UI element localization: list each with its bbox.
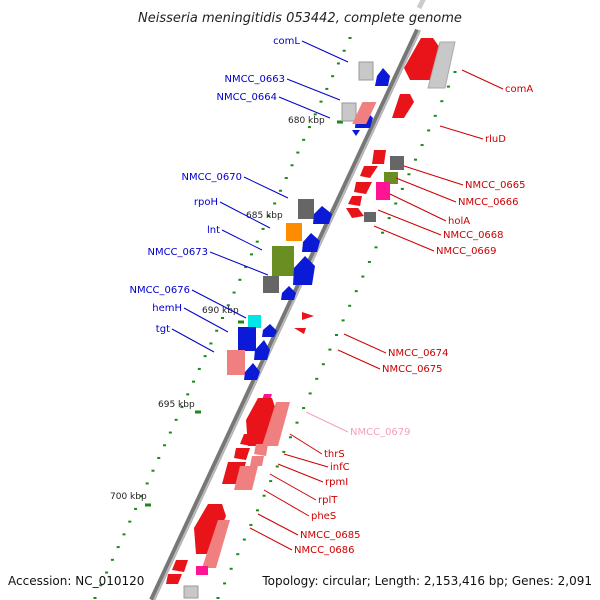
gene-label-rpoH: rpoH xyxy=(194,197,218,208)
gene-arrow-comL xyxy=(375,68,390,86)
topology-text: Topology: circular; Length: 2,153,416 bp… xyxy=(261,574,592,588)
leader-line-NMCC_0670 xyxy=(243,176,289,199)
leader-line-thrS xyxy=(289,433,323,455)
genome-title: Neisseria meningitidis 053442, complete … xyxy=(138,11,462,26)
gene-feature-pheS xyxy=(234,466,258,490)
gene-label-tgt: tgt xyxy=(156,324,170,335)
gene-feature-0679 xyxy=(262,402,290,446)
leader-line-NMCC_0664 xyxy=(278,96,331,119)
gene-feature-0686 xyxy=(202,520,230,568)
gene-label-NMCC_0685: NMCC_0685 xyxy=(300,530,361,541)
gene-feature-hemH xyxy=(248,315,261,328)
gene-label-NMCC_0686: NMCC_0686 xyxy=(294,545,355,556)
leader-line-NMCC_0676 xyxy=(191,289,247,319)
leader-line-rplT xyxy=(269,473,317,501)
kbp-label-685: 685 kbp xyxy=(246,211,283,221)
leader-line-rpmI xyxy=(277,463,324,483)
gene-label-comA: comA xyxy=(505,84,533,95)
leader-line-pheS xyxy=(263,489,310,517)
leader-line-NMCC_0669 xyxy=(373,225,435,252)
gene-label-lnt: lnt xyxy=(207,225,220,236)
gene-feature-0670 xyxy=(298,199,314,219)
gc-dots-outer xyxy=(216,71,457,599)
gene-label-NMCC_0676: NMCC_0676 xyxy=(129,285,190,296)
backbone-ring xyxy=(149,0,426,600)
leader-line-NMCC_0679 xyxy=(305,411,349,433)
gene-label-rplT: rplT xyxy=(318,495,338,506)
gene-label-infC: infC xyxy=(330,462,350,473)
gene-feature-0673 xyxy=(272,246,294,276)
gene-label-rpmI: rpmI xyxy=(325,477,348,488)
gene-label-hemH: hemH xyxy=(152,303,182,314)
gene-arrow-0674 xyxy=(302,312,314,320)
gene-label-NMCC_0668: NMCC_0668 xyxy=(443,230,504,241)
gene-arrow-0673 xyxy=(293,256,315,285)
gene-feature-comA xyxy=(427,41,456,89)
gene-label-NMCC_0666: NMCC_0666 xyxy=(458,197,519,208)
leader-line-comL xyxy=(301,40,349,63)
gene-label-pheS: pheS xyxy=(311,511,336,522)
gene-feature-rpmI xyxy=(250,456,264,466)
gene-label-NMCC_0669: NMCC_0669 xyxy=(436,246,497,257)
gene-arrow-0685 xyxy=(194,504,226,554)
reverse-gene-labels: comA rluD NMCC_0665 NMCC_0666 holA NMCC_0668 N… xyxy=(249,69,533,556)
kbp-label-690: 690 kbp xyxy=(202,306,239,316)
gene-feature-0665 xyxy=(390,156,404,170)
accession-text: Accession: NC_010120 xyxy=(8,574,144,588)
gene-label-holA: holA xyxy=(448,216,470,227)
kbp-label-680: 680 kbp xyxy=(288,116,325,126)
kbp-label-700: 700 kbp xyxy=(110,492,147,502)
forward-gene-labels: comL NMCC_0663 NMCC_0664 NMCC_0670 rpoH lnt NM… xyxy=(129,36,349,353)
leader-line-NMCC_0666 xyxy=(395,177,457,203)
leader-line-NMCC_0663 xyxy=(286,78,341,101)
leader-line-infC xyxy=(283,453,329,468)
gene-feature-rluD xyxy=(352,102,377,124)
leader-line-NMCC_0675 xyxy=(337,349,381,370)
gene-feature-0663 xyxy=(341,102,357,122)
gene-arrow-rpoH xyxy=(313,206,332,224)
gene-label-NMCC_0675: NMCC_0675 xyxy=(382,364,443,375)
leader-line-NMCC_0686 xyxy=(249,527,293,551)
leader-line-rluD xyxy=(439,125,484,140)
forward-gene-features xyxy=(227,61,390,380)
gene-label-rluD: rluD xyxy=(485,134,506,145)
leader-line-NMCC_0668 xyxy=(377,209,442,236)
gene-label-NMCC_0673: NMCC_0673 xyxy=(147,247,208,258)
gene-feature-0669 xyxy=(364,212,376,222)
kbp-label-695: 695 kbp xyxy=(158,400,195,410)
gene-label-comL: comL xyxy=(273,36,300,47)
gc-dots-inner xyxy=(93,37,352,599)
gene-arrow-0675 xyxy=(294,328,306,334)
leader-line-NMCC_0685 xyxy=(257,513,299,536)
leader-line-hemH xyxy=(183,307,229,333)
leader-line-rpoH xyxy=(219,201,271,229)
reverse-gene-features xyxy=(166,38,456,599)
gene-label-NMCC_0663: NMCC_0663 xyxy=(224,74,285,85)
gene-arrow-rluD xyxy=(392,94,414,118)
leader-line-comA xyxy=(461,69,504,90)
gene-feature-lnt xyxy=(286,223,302,241)
leader-line-tgt xyxy=(171,328,215,353)
gene-feature-0666 xyxy=(384,172,398,184)
gene-feature-tgt-2 xyxy=(227,350,245,375)
leader-line-lnt xyxy=(221,229,263,251)
gene-feature-holA xyxy=(376,182,390,200)
gene-label-NMCC_0664: NMCC_0664 xyxy=(216,92,277,103)
gene-feature-tgt xyxy=(238,327,256,351)
gene-label-NMCC_0674: NMCC_0674 xyxy=(388,348,449,359)
gene-label-thrS: thrS xyxy=(324,449,345,460)
gene-feature-infC xyxy=(254,444,268,456)
leader-line-NMCC_0665 xyxy=(403,165,464,186)
gene-label-NMCC_0679: NMCC_0679 xyxy=(350,427,411,438)
gene-arrow-comA xyxy=(404,38,440,80)
leader-line-NMCC_0673 xyxy=(209,251,269,276)
gene-label-NMCC_0670: NMCC_0670 xyxy=(181,172,242,183)
gene-arrow-lnt xyxy=(302,233,320,252)
leader-line-holA xyxy=(389,193,447,222)
gene-feature-comL xyxy=(358,61,374,81)
leader-line-NMCC_0674 xyxy=(343,333,387,354)
gene-label-NMCC_0665: NMCC_0665 xyxy=(465,180,526,191)
